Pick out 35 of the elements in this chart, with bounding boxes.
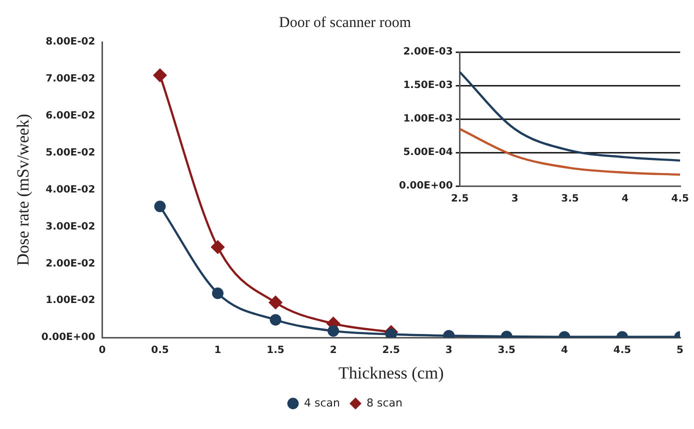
y-tick-label: 1.00E-02 (46, 295, 96, 306)
x-axis-title: Thickness (cm) (338, 363, 444, 382)
y-tick-label: 0.00E+00 (398, 180, 453, 192)
x-tick-label: 3.5 (561, 194, 579, 205)
x-tick-label: 2 (330, 345, 337, 356)
x-tick-label: 2.5 (382, 345, 400, 356)
y-tick-label: 5.00E-02 (46, 147, 96, 158)
y-tick-label: 1.50E-03 (403, 80, 453, 92)
y-tick-label: 2.00E-03 (403, 46, 453, 58)
x-tick-label: 3 (445, 345, 452, 356)
y-tick-label: 8.00E-02 (46, 36, 96, 48)
y-tick-label: 5.00E-04 (403, 147, 453, 158)
y-tick-label: 0.00E+00 (41, 332, 96, 344)
x-tick-label: 4 (560, 345, 568, 356)
x-tick-label: 3 (511, 194, 518, 205)
x-tick-label: 4.5 (613, 345, 632, 356)
y-tick-label: 2.00E-02 (46, 258, 96, 270)
y-tick-label: 7.00E-02 (46, 74, 96, 85)
x-tick-label: 2.5 (450, 194, 469, 205)
chart-title: Door of scanner room (278, 14, 412, 31)
legend-label: 4 scan (304, 396, 340, 410)
x-tick-label: 0 (98, 345, 106, 356)
x-tick-label: 4 (622, 194, 629, 205)
y-tick-label: 1.00E-03 (403, 114, 453, 125)
y-tick-label: 6.00E-02 (46, 110, 96, 122)
x-tick-label: 5 (676, 345, 684, 356)
y-tick-label: 4.00E-02 (46, 184, 96, 196)
x-tick-label: 1 (214, 345, 222, 356)
x-tick-label: 0.5 (151, 345, 169, 356)
x-tick-label: 4.5 (671, 194, 690, 205)
x-tick-label: 1.5 (266, 345, 284, 356)
y-tick-label: 3.00E-02 (46, 221, 96, 232)
legend-label: 8 scan (366, 396, 403, 410)
x-tick-label: 3.5 (498, 345, 516, 356)
y-axis-title: Dose rate (mSv/week) (14, 114, 33, 266)
